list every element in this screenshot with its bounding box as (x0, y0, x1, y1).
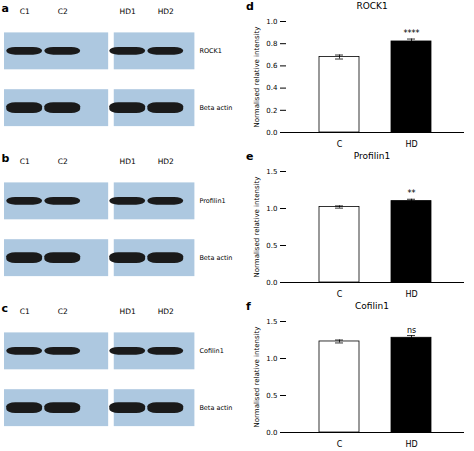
svg-text:Beta actin: Beta actin (199, 104, 232, 112)
svg-text:1.0: 1.0 (266, 18, 277, 26)
svg-text:HD: HD (405, 440, 417, 449)
svg-text:0.5: 0.5 (266, 242, 277, 250)
svg-text:Normalised relative intensity: Normalised relative intensity (253, 327, 261, 428)
svg-text:0.0: 0.0 (266, 129, 277, 137)
svg-text:HD2: HD2 (158, 157, 174, 166)
html-text:Cofilin1: Cofilin1 (355, 301, 389, 311)
svg-text:C: C (337, 290, 343, 299)
svg-text:0.0: 0.0 (266, 429, 277, 437)
svg-text:C: C (337, 140, 343, 149)
svg-text:1.0: 1.0 (266, 355, 277, 363)
svg-text:ROCK1: ROCK1 (199, 47, 222, 55)
svg-text:0.5: 0.5 (266, 392, 277, 400)
svg-text:HD2: HD2 (158, 307, 174, 316)
svg-text:HD1: HD1 (120, 157, 136, 166)
svg-text:Profilin1: Profilin1 (199, 197, 225, 205)
svg-text:C1: C1 (20, 7, 30, 16)
svg-text:1.5: 1.5 (266, 318, 277, 326)
svg-text:Normalised relative intensity: Normalised relative intensity (253, 177, 261, 278)
svg-text:0.8: 0.8 (266, 40, 277, 48)
svg-text:HD: HD (405, 140, 417, 149)
svg-text:HD2: HD2 (158, 7, 174, 16)
svg-text:Cofilin1: Cofilin1 (199, 347, 223, 355)
svg-text:1.5: 1.5 (266, 168, 277, 176)
svg-text:0.6: 0.6 (266, 62, 278, 70)
svg-text:C: C (337, 440, 343, 449)
svg-text:HD1: HD1 (120, 7, 136, 16)
svg-text:HD: HD (405, 290, 417, 299)
svg-text:0.0: 0.0 (266, 279, 277, 287)
svg-text:C2: C2 (58, 157, 68, 166)
svg-text:C1: C1 (20, 307, 30, 316)
svg-text:C2: C2 (58, 7, 68, 16)
svg-text:Beta actin: Beta actin (199, 404, 232, 412)
html-text:f: f (246, 300, 251, 313)
svg-text:b: b (2, 152, 10, 165)
svg-text:Beta actin: Beta actin (199, 254, 232, 262)
svg-text:0.2: 0.2 (266, 107, 277, 115)
svg-text:****: **** (404, 29, 420, 38)
svg-text:ns: ns (407, 326, 416, 335)
svg-text:0.4: 0.4 (266, 84, 278, 92)
html-text:ROCK1: ROCK1 (356, 1, 388, 11)
svg-text:Normalised relative intensity: Normalised relative intensity (253, 27, 261, 128)
svg-text:1.0: 1.0 (266, 205, 277, 213)
svg-text:a: a (2, 2, 9, 15)
html-text:Profilin1: Profilin1 (353, 151, 391, 161)
svg-text:c: c (2, 302, 9, 315)
html-text:d: d (246, 0, 254, 13)
svg-text:C2: C2 (58, 307, 68, 316)
svg-text:**: ** (408, 189, 416, 198)
html-text:e: e (246, 150, 254, 163)
svg-text:HD1: HD1 (120, 307, 136, 316)
svg-text:C1: C1 (20, 157, 30, 166)
